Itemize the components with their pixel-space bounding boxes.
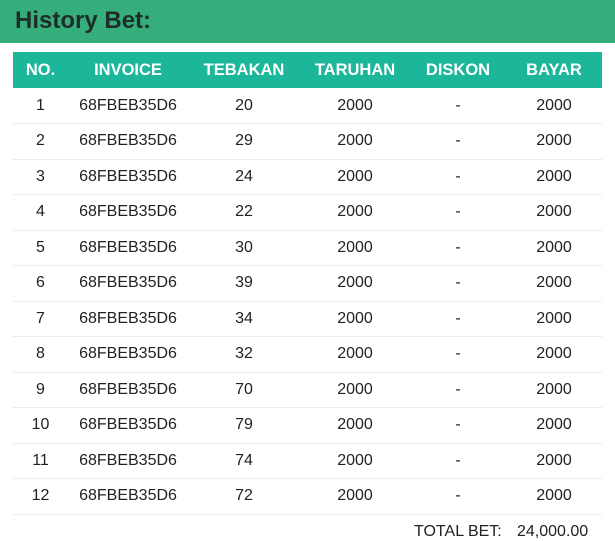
cell-no: 8 xyxy=(36,345,45,363)
cell-taruhan: 2000 xyxy=(337,274,373,292)
table-row: 10 68FBEB35D6 79 2000 - 2000 xyxy=(13,408,602,443)
cell-diskon: - xyxy=(455,309,461,327)
cell-bayar: 2000 xyxy=(536,380,572,398)
cell-invoice: 68FBEB35D6 xyxy=(79,416,177,434)
table-row: 12 68FBEB35D6 72 2000 - 2000 xyxy=(13,479,602,514)
cell-invoice: 68FBEB35D6 xyxy=(79,380,177,398)
cell-invoice: 68FBEB35D6 xyxy=(79,274,177,292)
cell-invoice: 68FBEB35D6 xyxy=(79,132,177,150)
cell-invoice: 68FBEB35D6 xyxy=(79,238,177,256)
column-header-diskon: DISKON xyxy=(425,60,491,79)
table-row: 2 68FBEB35D6 29 2000 - 2000 xyxy=(13,124,602,159)
cell-taruhan: 2000 xyxy=(337,487,373,505)
cell-diskon: - xyxy=(455,132,461,150)
cell-diskon: - xyxy=(455,96,461,114)
cell-bayar: 2000 xyxy=(536,451,572,469)
table-row: 1 68FBEB35D6 20 2000 - 2000 xyxy=(13,88,602,124)
column-header-invoice: INVOICE xyxy=(94,60,162,79)
total-bet-value: 24,000.00 xyxy=(517,523,589,540)
cell-bayar: 2000 xyxy=(536,203,572,221)
cell-invoice: 68FBEB35D6 xyxy=(79,309,177,327)
cell-tebakan: 34 xyxy=(235,309,253,327)
cell-bayar: 2000 xyxy=(536,487,572,505)
cell-diskon: - xyxy=(455,487,461,505)
column-header-taruhan: TARUHAN xyxy=(314,60,396,79)
cell-taruhan: 2000 xyxy=(337,451,373,469)
cell-bayar: 2000 xyxy=(536,238,572,256)
cell-tebakan: 74 xyxy=(235,451,253,469)
table-row: 6 68FBEB35D6 39 2000 - 2000 xyxy=(13,266,602,301)
cell-diskon: - xyxy=(455,167,461,185)
cell-bayar: 2000 xyxy=(536,309,572,327)
cell-no: 9 xyxy=(36,380,45,398)
cell-invoice: 68FBEB35D6 xyxy=(79,203,177,221)
cell-no: 3 xyxy=(36,167,45,185)
cell-bayar: 2000 xyxy=(536,345,572,363)
table-row: 8 68FBEB35D6 32 2000 - 2000 xyxy=(13,337,602,372)
cell-tebakan: 22 xyxy=(235,203,253,221)
cell-tebakan: 39 xyxy=(235,274,253,292)
cell-invoice: 68FBEB35D6 xyxy=(79,487,177,505)
cell-tebakan: 30 xyxy=(235,238,253,256)
column-header-no: NO. xyxy=(25,60,56,79)
cell-diskon: - xyxy=(455,238,461,256)
cell-no: 4 xyxy=(36,203,45,221)
cell-taruhan: 2000 xyxy=(337,167,373,185)
column-header-bayar: BAYAR xyxy=(526,60,582,79)
cell-invoice: 68FBEB35D6 xyxy=(79,345,177,363)
cell-bayar: 2000 xyxy=(536,416,572,434)
cell-taruhan: 2000 xyxy=(337,238,373,256)
cell-tebakan: 32 xyxy=(235,345,253,363)
cell-no: 11 xyxy=(32,451,49,469)
cell-taruhan: 2000 xyxy=(337,96,373,114)
table-row: 11 68FBEB35D6 74 2000 - 2000 xyxy=(13,443,602,479)
cell-no: 2 xyxy=(36,132,45,150)
cell-diskon: - xyxy=(455,203,461,221)
cell-taruhan: 2000 xyxy=(337,416,373,434)
cell-bayar: 2000 xyxy=(536,132,572,150)
cell-diskon: - xyxy=(455,416,461,434)
cell-invoice: 68FBEB35D6 xyxy=(79,96,177,114)
table-header-row: NO. INVOICE TEBAKAN TARUHAN DISKON BAYAR xyxy=(13,52,602,88)
page-title: History Bet: xyxy=(15,7,152,34)
cell-taruhan: 2000 xyxy=(337,203,373,221)
cell-tebakan: 29 xyxy=(235,132,253,150)
table-row: 9 68FBEB35D6 70 2000 - 2000 xyxy=(13,372,602,408)
cell-diskon: - xyxy=(455,451,461,469)
cell-invoice: 68FBEB35D6 xyxy=(79,167,177,185)
cell-diskon: - xyxy=(455,380,461,398)
cell-diskon: - xyxy=(455,345,461,363)
cell-diskon: - xyxy=(455,274,461,292)
cell-no: 5 xyxy=(36,238,45,256)
cell-tebakan: 72 xyxy=(235,487,253,505)
cell-no: 1 xyxy=(36,96,45,114)
column-header-tebakan: TEBAKAN xyxy=(203,60,285,79)
table-row: 5 68FBEB35D6 30 2000 - 2000 xyxy=(13,230,602,266)
cell-invoice: 68FBEB35D6 xyxy=(79,451,177,469)
cell-tebakan: 70 xyxy=(235,380,253,398)
page-header: History Bet: xyxy=(0,0,615,43)
cell-tebakan: 79 xyxy=(235,416,253,434)
cell-taruhan: 2000 xyxy=(337,132,373,150)
table-row: 4 68FBEB35D6 22 2000 - 2000 xyxy=(13,195,602,230)
table-row: 3 68FBEB35D6 24 2000 - 2000 xyxy=(13,159,602,195)
total-bet-label: TOTAL BET: xyxy=(414,523,502,540)
bet-history-table: NO. INVOICE TEBAKAN TARUHAN DISKON BAYAR… xyxy=(13,52,602,515)
cell-no: 6 xyxy=(36,274,45,292)
cell-bayar: 2000 xyxy=(536,96,572,114)
cell-tebakan: 20 xyxy=(235,96,253,114)
cell-taruhan: 2000 xyxy=(337,309,373,327)
cell-bayar: 2000 xyxy=(536,167,572,185)
cell-no: 10 xyxy=(31,416,50,434)
cell-no: 7 xyxy=(36,309,45,327)
cell-no: 12 xyxy=(31,487,50,505)
cell-bayar: 2000 xyxy=(536,274,572,292)
cell-tebakan: 24 xyxy=(235,167,253,185)
cell-taruhan: 2000 xyxy=(337,345,373,363)
table-row: 7 68FBEB35D6 34 2000 - 2000 xyxy=(13,301,602,337)
cell-taruhan: 2000 xyxy=(337,380,373,398)
